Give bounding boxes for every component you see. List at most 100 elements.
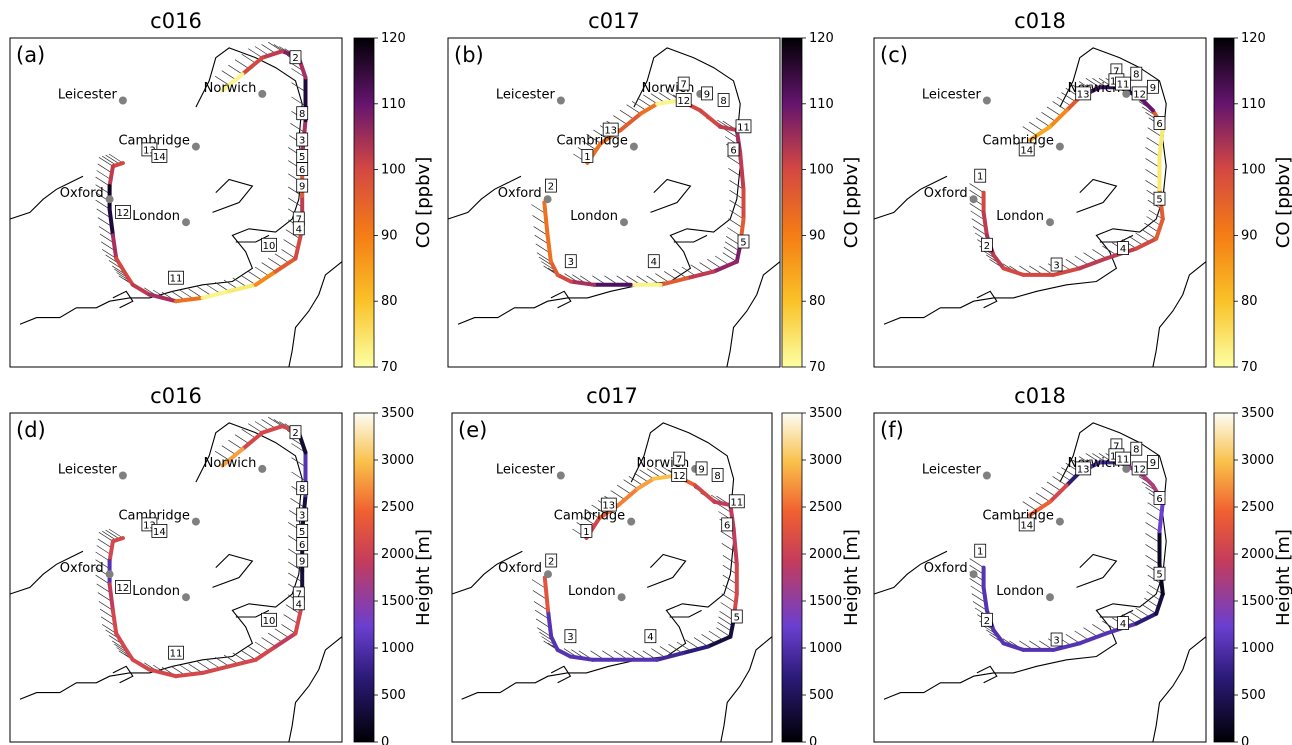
leg-label: 14 [1018, 142, 1035, 156]
leg-label: 7 [673, 451, 686, 466]
track-segment [174, 295, 205, 304]
leg-label-box [1115, 76, 1131, 91]
leg-label: 11 [1115, 451, 1131, 466]
coastline [212, 178, 254, 213]
wind-barb [623, 479, 638, 489]
wind-barb [626, 104, 641, 114]
wind-barb [613, 115, 628, 125]
leg-label: 1 [974, 168, 987, 183]
track-segment [693, 483, 717, 504]
coastline [9, 175, 84, 220]
coastline [550, 290, 572, 309]
leg-label-box [564, 254, 577, 269]
city-marker [258, 89, 267, 98]
map-frame [873, 37, 1207, 368]
colorbar-ramp [781, 37, 803, 368]
wind-barb [1061, 467, 1076, 477]
wind-barb [214, 657, 230, 667]
wind-barb [723, 246, 739, 257]
city-label: London [132, 584, 180, 599]
wind-barb [591, 504, 606, 515]
leg-label-text: 2 [984, 616, 990, 627]
wind-barb [628, 476, 644, 486]
leg-label-text: 3 [568, 257, 574, 268]
wind-barb [1144, 222, 1159, 233]
coastline [976, 290, 998, 309]
wind-barb [727, 155, 742, 166]
leg-label-box [296, 162, 309, 177]
wind-barb [651, 648, 666, 658]
city-label: London [568, 584, 616, 599]
wind-barb [248, 271, 263, 281]
wind-barb [586, 134, 601, 144]
city-marker [543, 195, 552, 204]
wind-barb [1145, 158, 1160, 168]
track-segment [1077, 256, 1109, 271]
wind-barb [1056, 96, 1072, 107]
leg-label-text: 12 [117, 208, 130, 219]
city-label: Cambridge [118, 134, 189, 149]
leg-label: 4 [644, 629, 657, 643]
track-segment [1134, 611, 1159, 626]
colorbar-tick-label: 70 [809, 360, 826, 375]
leg-label-box [1153, 191, 1166, 206]
wind-barb [685, 639, 700, 650]
leg-label-text: 13 [143, 145, 156, 156]
coastline [873, 550, 948, 595]
wind-barb [1145, 544, 1160, 554]
wind-barb [281, 249, 296, 259]
wind-barb [288, 197, 303, 208]
wind-barb [1128, 236, 1144, 246]
wind-barb [288, 561, 303, 572]
leg-label-text: 14 [153, 152, 166, 163]
city-label: Oxford [60, 561, 104, 576]
wind-barb [717, 621, 732, 632]
leg-label: 2 [545, 178, 557, 193]
leg-label-text: 13 [602, 501, 615, 512]
leg-label-text: 9 [1150, 458, 1156, 469]
track-segment [227, 657, 258, 669]
wind-barb [1092, 624, 1107, 634]
wind-barb [1102, 245, 1117, 256]
wind-barb [970, 585, 985, 596]
coastline [1099, 234, 1134, 243]
coastline [650, 178, 692, 213]
wind-barb [729, 180, 744, 190]
colorbar-tick-label: 120 [381, 31, 406, 46]
leg-label-text: 4 [647, 632, 653, 643]
coastline [9, 550, 84, 595]
wind-barb [291, 82, 306, 92]
leg-label-text: 6 [724, 520, 730, 531]
city-marker [969, 195, 978, 204]
wind-barb [534, 234, 549, 245]
wind-barb [1083, 252, 1098, 262]
coastline [451, 550, 523, 595]
wind-barb [95, 551, 110, 562]
wind-barb [708, 630, 724, 641]
leg-label-text: 3 [299, 510, 305, 521]
city-marker [627, 517, 636, 526]
map-panel-e: c017(e)Leicester NorwichCambridgeOxfordLo… [451, 384, 773, 743]
leg-label-text: 8 [714, 471, 720, 482]
track-segment [273, 256, 298, 274]
colorbar-tick-label: 80 [381, 294, 398, 309]
leg-label: 1 [581, 148, 594, 163]
colorbar-tick-label: 90 [1241, 228, 1258, 243]
leg-label: 11 [728, 494, 745, 508]
coastline [19, 422, 303, 700]
wind-barb [96, 170, 111, 180]
leg-label-box [168, 270, 184, 285]
leg-label-text: 9 [698, 464, 704, 475]
wind-barb [248, 423, 263, 433]
wind-barb [108, 528, 124, 539]
coastline [1076, 178, 1118, 213]
track-segment [555, 272, 573, 284]
leg-label: 1 [580, 524, 593, 538]
track-segment [1028, 124, 1052, 142]
track-segment [1154, 217, 1165, 241]
wind-barb [98, 532, 114, 542]
leg-label-text: 7 [296, 214, 302, 225]
track-segment [635, 476, 656, 491]
track-segment [130, 282, 152, 297]
city-label: Leicester [496, 463, 556, 478]
